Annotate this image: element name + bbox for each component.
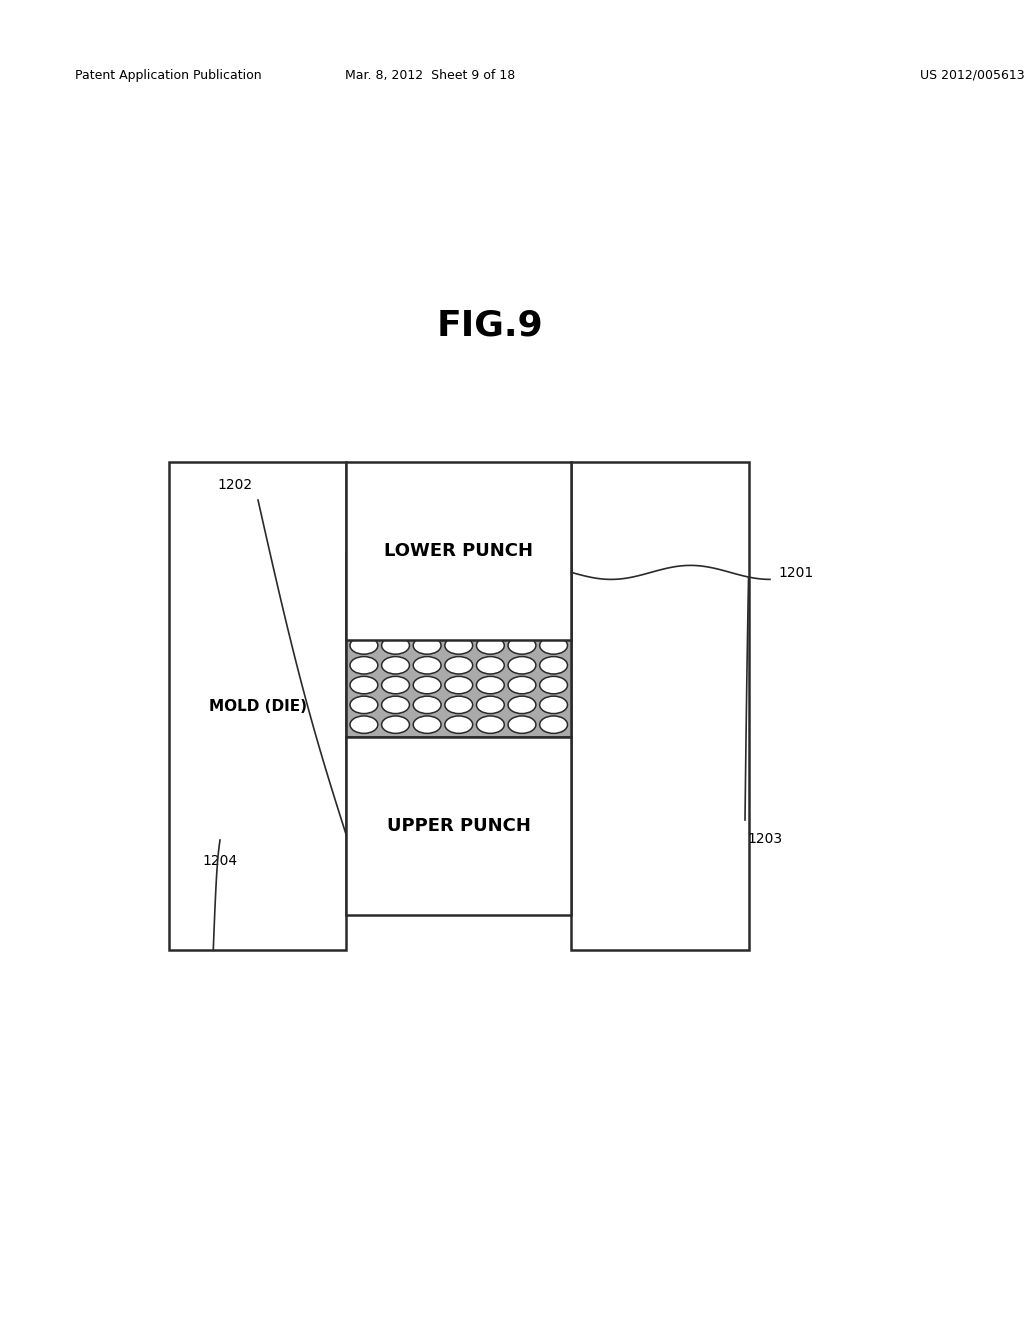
Ellipse shape: [414, 616, 441, 635]
Ellipse shape: [444, 597, 473, 615]
Ellipse shape: [350, 636, 378, 655]
Ellipse shape: [476, 715, 504, 734]
Ellipse shape: [414, 636, 441, 655]
Ellipse shape: [350, 577, 378, 595]
Ellipse shape: [382, 696, 410, 714]
Ellipse shape: [382, 676, 410, 694]
Ellipse shape: [382, 616, 410, 635]
Text: US 2012/0056133 A1: US 2012/0056133 A1: [920, 69, 1024, 82]
Ellipse shape: [444, 715, 473, 734]
Ellipse shape: [476, 676, 504, 694]
Text: 1202: 1202: [218, 478, 253, 492]
Ellipse shape: [350, 597, 378, 615]
Ellipse shape: [444, 636, 473, 655]
Bar: [169, 462, 346, 950]
Text: Patent Application Publication: Patent Application Publication: [75, 69, 261, 82]
Ellipse shape: [414, 577, 441, 595]
Text: 1203: 1203: [746, 832, 782, 846]
Ellipse shape: [476, 577, 504, 595]
Bar: [346, 554, 571, 737]
Ellipse shape: [382, 636, 410, 655]
Ellipse shape: [508, 676, 536, 694]
Text: 1201: 1201: [778, 566, 813, 581]
Ellipse shape: [508, 696, 536, 714]
Ellipse shape: [540, 577, 567, 595]
Text: Mar. 8, 2012  Sheet 9 of 18: Mar. 8, 2012 Sheet 9 of 18: [345, 69, 515, 82]
Ellipse shape: [540, 557, 567, 576]
Ellipse shape: [508, 557, 536, 576]
Ellipse shape: [476, 636, 504, 655]
Ellipse shape: [540, 636, 567, 655]
Ellipse shape: [350, 696, 378, 714]
Ellipse shape: [540, 676, 567, 694]
Ellipse shape: [540, 597, 567, 615]
Ellipse shape: [444, 577, 473, 595]
Ellipse shape: [350, 715, 378, 734]
Ellipse shape: [414, 656, 441, 675]
Ellipse shape: [540, 696, 567, 714]
Ellipse shape: [382, 656, 410, 675]
Ellipse shape: [444, 676, 473, 694]
Ellipse shape: [444, 656, 473, 675]
Ellipse shape: [350, 676, 378, 694]
Text: MOLD (DIE): MOLD (DIE): [209, 698, 306, 714]
Ellipse shape: [350, 557, 378, 576]
Ellipse shape: [476, 656, 504, 675]
Ellipse shape: [382, 577, 410, 595]
Ellipse shape: [382, 715, 410, 734]
Ellipse shape: [444, 616, 473, 635]
Ellipse shape: [444, 696, 473, 714]
Text: LOWER PUNCH: LOWER PUNCH: [384, 543, 534, 560]
Ellipse shape: [414, 715, 441, 734]
Ellipse shape: [508, 656, 536, 675]
Ellipse shape: [414, 597, 441, 615]
Ellipse shape: [350, 616, 378, 635]
Ellipse shape: [444, 557, 473, 576]
Ellipse shape: [508, 577, 536, 595]
Ellipse shape: [508, 616, 536, 635]
Ellipse shape: [508, 715, 536, 734]
Text: FIG.9: FIG.9: [436, 308, 544, 342]
Ellipse shape: [476, 616, 504, 635]
Ellipse shape: [382, 597, 410, 615]
Ellipse shape: [414, 676, 441, 694]
Ellipse shape: [508, 636, 536, 655]
Ellipse shape: [350, 656, 378, 675]
Bar: [571, 462, 749, 950]
Ellipse shape: [540, 656, 567, 675]
Bar: [346, 737, 571, 915]
Ellipse shape: [414, 696, 441, 714]
Ellipse shape: [540, 616, 567, 635]
Ellipse shape: [414, 557, 441, 576]
Ellipse shape: [476, 597, 504, 615]
Text: 1204: 1204: [203, 854, 238, 869]
Text: UPPER PUNCH: UPPER PUNCH: [387, 817, 530, 834]
Ellipse shape: [382, 557, 410, 576]
Ellipse shape: [476, 557, 504, 576]
Bar: [346, 462, 571, 640]
Ellipse shape: [508, 597, 536, 615]
Ellipse shape: [476, 696, 504, 714]
Ellipse shape: [540, 715, 567, 734]
